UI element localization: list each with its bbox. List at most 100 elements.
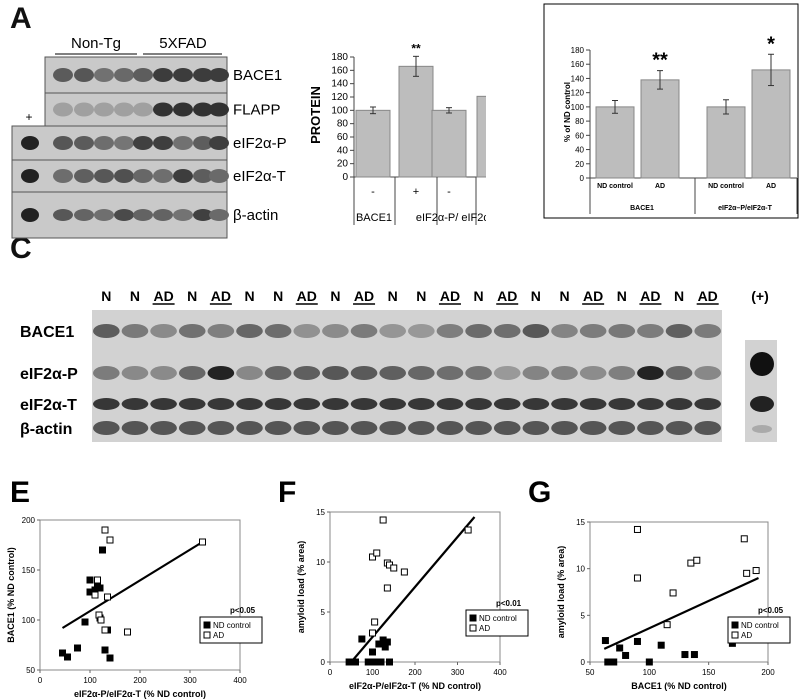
blot-band: [207, 421, 235, 435]
y-axis-label: amyloid load (% area): [556, 546, 566, 639]
panel-letter-c: C: [10, 232, 32, 265]
blot-band: [94, 102, 114, 117]
blot-row-label-beta-actin: β-actin: [233, 207, 278, 224]
legend-marker: [731, 621, 739, 629]
y-tick-label: 120: [331, 92, 348, 103]
blot-band: [153, 169, 173, 183]
lane-label: N: [130, 288, 140, 304]
x-axis-label: BACE1 (% ND control): [631, 681, 727, 691]
lane-label: N: [617, 288, 627, 304]
blot-band: [93, 366, 120, 380]
category-label: ND control: [708, 183, 744, 190]
blot-band: [408, 324, 435, 338]
blot-band: [350, 421, 378, 435]
y-axis-label: % of ND control: [563, 82, 572, 142]
lane-label: AD: [497, 288, 517, 304]
legend-marker: [203, 621, 211, 629]
blot-band: [114, 209, 134, 221]
y-tick-label: 15: [316, 508, 325, 517]
y-tick-label: 160: [571, 60, 585, 69]
lane-label: N: [388, 288, 398, 304]
blot-band: [551, 324, 578, 338]
blot-band: [153, 68, 173, 82]
ad-point: [669, 589, 677, 597]
group-label-5xfad: 5XFAD: [159, 35, 207, 52]
blot-band: [93, 421, 120, 435]
blot-band: [408, 398, 435, 410]
blot-band: [74, 136, 94, 150]
blot-band: [665, 324, 693, 338]
blot-band: [207, 366, 235, 380]
blot-band: [665, 398, 693, 410]
y-tick-label: 20: [337, 159, 349, 170]
blot-band: [293, 398, 321, 410]
blot-band-positive-control: [752, 425, 772, 433]
blot-band: [74, 68, 94, 82]
x-tick-label: 300: [451, 668, 465, 677]
blot-row-label-flapp: FLAPP: [233, 102, 281, 119]
blot-band-positive-control: [750, 352, 774, 376]
blot-band: [193, 136, 213, 150]
blot-band: [153, 136, 173, 150]
bar: [595, 106, 635, 179]
blot-row-label-bace1: BACE1: [233, 67, 282, 84]
lane-label: N: [531, 288, 541, 304]
ad-point: [91, 591, 99, 599]
panel-c-blot: N N AD N AD N N AD N AD N N AD N AD N N AD N AD N AD (+) BACE1 e…: [20, 288, 777, 442]
ad-point: [693, 556, 701, 564]
blot-band: [173, 136, 193, 150]
lane-label: N: [416, 288, 426, 304]
x-tick-label: 100: [643, 668, 657, 677]
blot-band: [637, 398, 664, 410]
nd-control-point: [690, 651, 698, 659]
blot-band: [114, 102, 134, 117]
blot-band: [178, 324, 206, 338]
y-tick-label: 180: [571, 46, 585, 55]
blot-band: [173, 209, 193, 221]
bar: [431, 109, 467, 178]
blot-band: [665, 366, 693, 380]
blot-band: [94, 169, 114, 183]
blot-band: [74, 169, 94, 183]
blot-band: [94, 209, 114, 221]
blot-band: [465, 421, 492, 435]
blot-band: [121, 366, 149, 380]
ad-point: [740, 535, 748, 543]
lane-label: AD: [698, 288, 718, 304]
blot-band: [350, 324, 378, 338]
blot-band: [93, 398, 120, 410]
lane-label: N: [559, 288, 569, 304]
y-tick-label: 0: [321, 658, 326, 667]
blot-band: [209, 136, 229, 150]
nd-control-point: [74, 644, 81, 652]
y-tick-label: 40: [575, 146, 584, 155]
y-tick-label: 5: [321, 608, 326, 617]
regression-line: [350, 516, 476, 663]
y-tick-label: 150: [22, 566, 36, 575]
panel-f-scatter: F 0 100 200 300 400 0 5 10 15 eIF2α-P/eIF2α-T (% N…: [278, 476, 529, 691]
legend-label: AD: [479, 624, 490, 633]
x-tick-label: 150: [702, 668, 716, 677]
lane-label: AD: [583, 288, 603, 304]
blot-band: [694, 421, 721, 435]
panel-b-chart: 020406080100120140160180***-+-+BACE1eIF2…: [308, 41, 486, 225]
group-label: eIF2α–P/eIF2α-T: [718, 205, 772, 212]
blot-row-label-eif2a-p: eIF2α-P: [233, 135, 287, 152]
blot-band: [207, 398, 235, 410]
blot-band: [493, 366, 521, 380]
blot-band: [173, 68, 193, 82]
x-tick-label: 200: [408, 668, 422, 677]
ad-point: [687, 559, 695, 567]
blot-band: [153, 102, 173, 117]
blot-band: [465, 324, 492, 338]
x-axis-label: eIF2α-P/eIF2α-T (% ND control): [349, 681, 481, 691]
legend-marker: [203, 631, 211, 639]
blot-band: [236, 398, 263, 410]
bar: [476, 95, 486, 178]
nd-control-point: [616, 644, 624, 652]
blot-band: [133, 209, 153, 221]
blot-band: [133, 136, 153, 150]
blot-band: [53, 209, 73, 221]
blot-band: [150, 324, 177, 338]
